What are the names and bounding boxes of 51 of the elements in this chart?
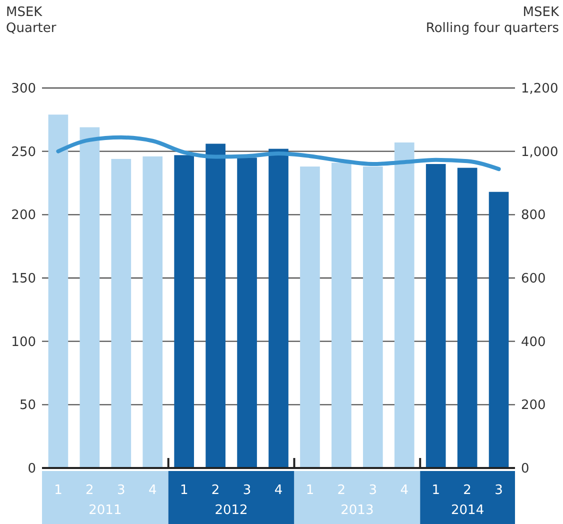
bar [48,114,68,468]
bar [300,166,320,468]
x-tick-label: 1 [306,483,314,498]
y-tick-label: 150 [11,272,36,287]
y2-tick-label: 0 [521,462,530,477]
x-tick-label: 1 [180,483,188,498]
x-tick-label: 2 [211,483,220,498]
y-tick-label: 100 [11,334,36,350]
text: 2012 [214,503,248,518]
bar [488,192,509,468]
bar [332,162,352,468]
line-series [56,135,501,172]
x-tick-label: 4 [400,483,409,498]
x-tick-label: 3 [117,483,126,498]
bar [457,168,478,468]
bar [206,144,226,468]
bar [268,148,288,468]
y2-tick-label: 1,000 [521,144,558,160]
y2-tick-label: 1,200 [521,82,558,97]
bar [363,166,383,468]
x-tick-label: 3 [494,483,503,498]
text: 2014 [451,503,484,518]
y2-tick-label: 200 [521,398,546,414]
y-axis-title: MSEK Quarter [6,5,57,36]
bar [142,156,163,468]
bar [80,127,100,468]
x-tick-label: 2 [337,483,346,498]
y-tick-label: 250 [11,144,36,160]
y-tick-label: 200 [11,208,36,224]
x-tick-label: 1 [54,483,62,498]
x-tick-label: 1 [432,483,440,498]
x-tick-label: 4 [148,483,157,498]
x-tick-label: 2 [86,483,94,498]
x-tick-label: 2 [463,483,472,498]
x-tick-label: 3 [242,483,252,498]
y-tick-label: 50 [19,398,36,414]
bar [237,158,257,468]
text: 2013 [340,503,374,518]
bar [174,155,194,468]
x-tick-label: 3 [368,483,378,498]
bar [394,142,414,468]
y-tick-label: 0 [28,462,36,477]
y2-tick-label: 400 [521,334,546,350]
bar [111,158,132,468]
y-tick-label: 300 [11,82,36,97]
text: 2011 [88,503,122,518]
bar [426,164,446,468]
x-tick-label: 4 [274,483,283,498]
y2-axis-title: MSEK Rolling four quarters [426,5,560,36]
y2-tick-label: 600 [521,272,546,287]
y2-tick-label: 800 [521,208,546,224]
